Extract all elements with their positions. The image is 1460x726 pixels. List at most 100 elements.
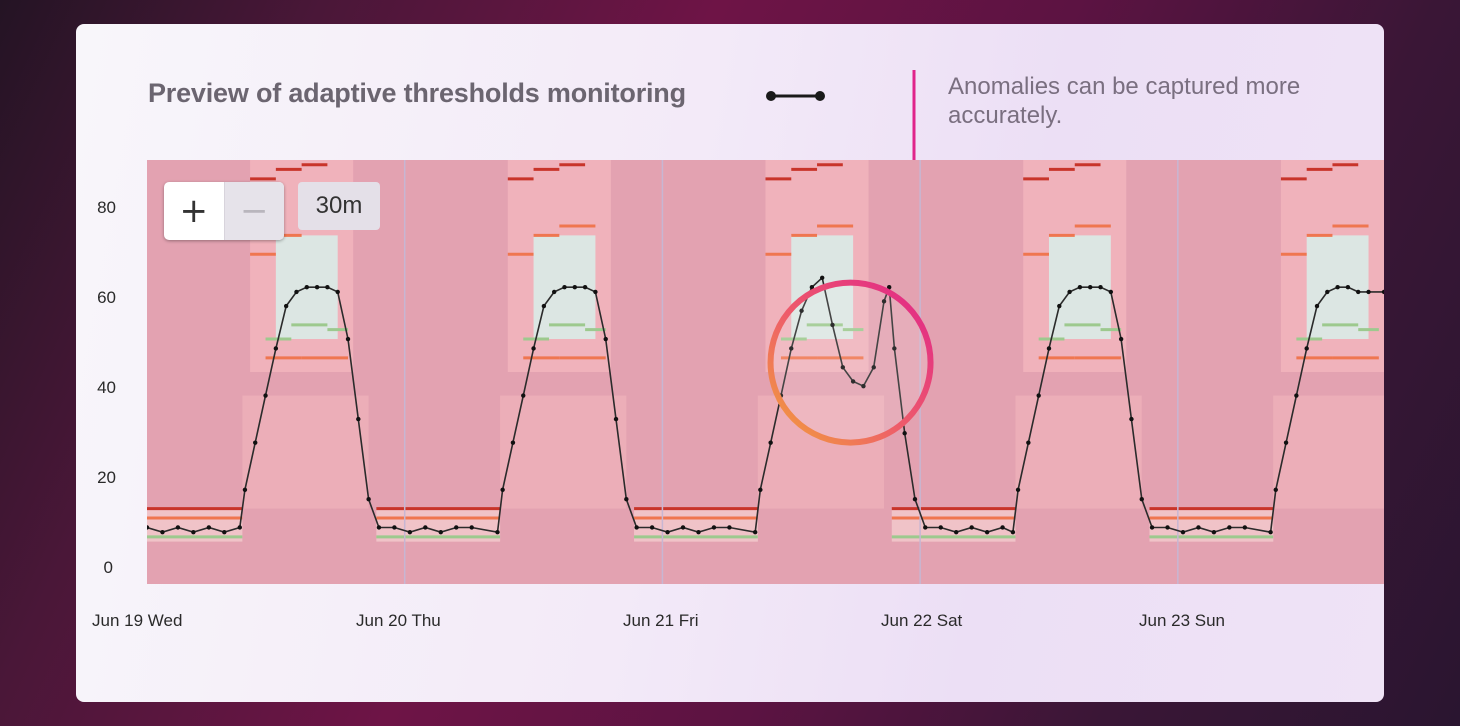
data-point bbox=[954, 529, 959, 535]
data-point bbox=[1314, 303, 1320, 309]
data-point bbox=[242, 487, 248, 492]
data-point bbox=[603, 336, 608, 342]
data-point bbox=[768, 440, 773, 445]
data-point bbox=[407, 529, 413, 535]
zoom-out-button[interactable]: − bbox=[223, 182, 284, 240]
data-point bbox=[1180, 529, 1186, 535]
data-point bbox=[147, 525, 150, 530]
ramp-band bbox=[500, 395, 627, 509]
data-point bbox=[273, 346, 279, 351]
data-point bbox=[1283, 440, 1289, 445]
data-point bbox=[237, 525, 242, 530]
annotation-text: Anomalies can be captured more accuratel… bbox=[948, 73, 1301, 129]
data-point bbox=[1335, 285, 1340, 290]
data-point bbox=[1000, 525, 1005, 530]
data-point bbox=[1242, 525, 1248, 530]
y-tick: 0 bbox=[103, 558, 113, 577]
data-point bbox=[1139, 497, 1144, 502]
data-point bbox=[923, 525, 928, 530]
data-point bbox=[356, 416, 361, 422]
data-point bbox=[160, 529, 165, 535]
data-point bbox=[809, 285, 815, 290]
y-tick: 80 bbox=[97, 198, 116, 217]
data-point bbox=[454, 525, 459, 530]
ramp-band bbox=[242, 395, 369, 509]
data-point bbox=[887, 285, 892, 290]
data-point bbox=[1010, 529, 1016, 535]
data-point bbox=[1129, 416, 1134, 422]
data-point bbox=[819, 275, 825, 280]
data-point bbox=[711, 525, 717, 530]
data-point bbox=[850, 379, 856, 384]
data-point bbox=[1036, 393, 1041, 398]
data-point bbox=[1325, 289, 1330, 295]
data-point bbox=[799, 308, 804, 313]
data-point bbox=[423, 525, 428, 530]
data-point bbox=[1149, 525, 1155, 530]
data-point bbox=[1088, 285, 1093, 290]
data-point bbox=[840, 365, 846, 370]
data-point bbox=[582, 285, 588, 290]
data-point bbox=[1026, 440, 1031, 445]
data-point bbox=[624, 497, 629, 502]
x-tick: Jun 22 Sat bbox=[881, 611, 963, 630]
data-point bbox=[902, 431, 907, 436]
data-point bbox=[665, 529, 670, 535]
data-point bbox=[1046, 346, 1052, 351]
data-point bbox=[1118, 336, 1124, 342]
data-point bbox=[500, 487, 505, 492]
zoom-in-button[interactable]: + bbox=[179, 191, 209, 231]
ramp-band bbox=[1273, 395, 1384, 509]
data-point bbox=[1273, 487, 1278, 492]
plot-area[interactable] bbox=[147, 160, 1384, 584]
data-point bbox=[969, 525, 974, 530]
data-point bbox=[1098, 285, 1103, 290]
data-point bbox=[263, 393, 268, 398]
data-point bbox=[1057, 303, 1062, 309]
data-point bbox=[593, 289, 598, 295]
data-point bbox=[830, 322, 835, 328]
data-point bbox=[1165, 525, 1170, 530]
data-point bbox=[366, 497, 371, 502]
x-tick: Jun 20 Thu bbox=[356, 611, 441, 630]
data-point bbox=[283, 303, 289, 309]
data-point bbox=[191, 529, 196, 535]
data-point bbox=[1345, 285, 1351, 290]
data-point bbox=[1015, 487, 1021, 492]
data-point bbox=[938, 525, 943, 530]
time-range-badge[interactable]: 30m bbox=[298, 182, 380, 230]
data-point bbox=[376, 525, 382, 530]
data-point bbox=[1227, 525, 1232, 530]
data-point bbox=[521, 393, 526, 398]
data-point bbox=[1381, 289, 1384, 295]
legend-line-icon bbox=[766, 91, 825, 101]
anomaly-highlight-ring bbox=[767, 279, 934, 446]
data-point bbox=[562, 285, 567, 290]
data-point bbox=[1294, 393, 1299, 398]
data-point bbox=[345, 336, 351, 342]
data-point bbox=[294, 289, 299, 295]
data-point bbox=[1077, 285, 1083, 290]
data-point bbox=[1108, 289, 1114, 295]
data-point bbox=[206, 525, 212, 530]
data-point bbox=[572, 285, 577, 290]
data-point bbox=[335, 289, 340, 295]
ramp-band bbox=[1015, 395, 1142, 509]
data-point bbox=[871, 365, 876, 370]
data-point bbox=[495, 529, 500, 535]
data-point bbox=[1196, 525, 1201, 530]
data-point bbox=[531, 346, 536, 351]
data-point bbox=[325, 285, 330, 290]
y-tick: 60 bbox=[97, 288, 116, 307]
chart-title: Preview of adaptive thresholds monitorin… bbox=[148, 78, 686, 108]
data-point bbox=[634, 525, 639, 530]
data-point bbox=[1304, 346, 1309, 351]
data-point bbox=[1366, 289, 1371, 295]
ramp-band bbox=[757, 395, 885, 509]
data-point bbox=[1067, 289, 1072, 295]
data-point bbox=[758, 487, 763, 492]
data-point bbox=[438, 529, 443, 535]
x-tick: Jun 21 Fri bbox=[623, 611, 699, 630]
data-point bbox=[1356, 289, 1361, 295]
data-point bbox=[680, 525, 686, 530]
